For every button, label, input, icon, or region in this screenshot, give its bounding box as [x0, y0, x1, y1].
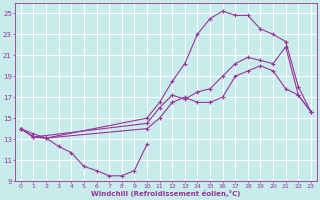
X-axis label: Windchill (Refroidissement éolien,°C): Windchill (Refroidissement éolien,°C) [91, 190, 241, 197]
